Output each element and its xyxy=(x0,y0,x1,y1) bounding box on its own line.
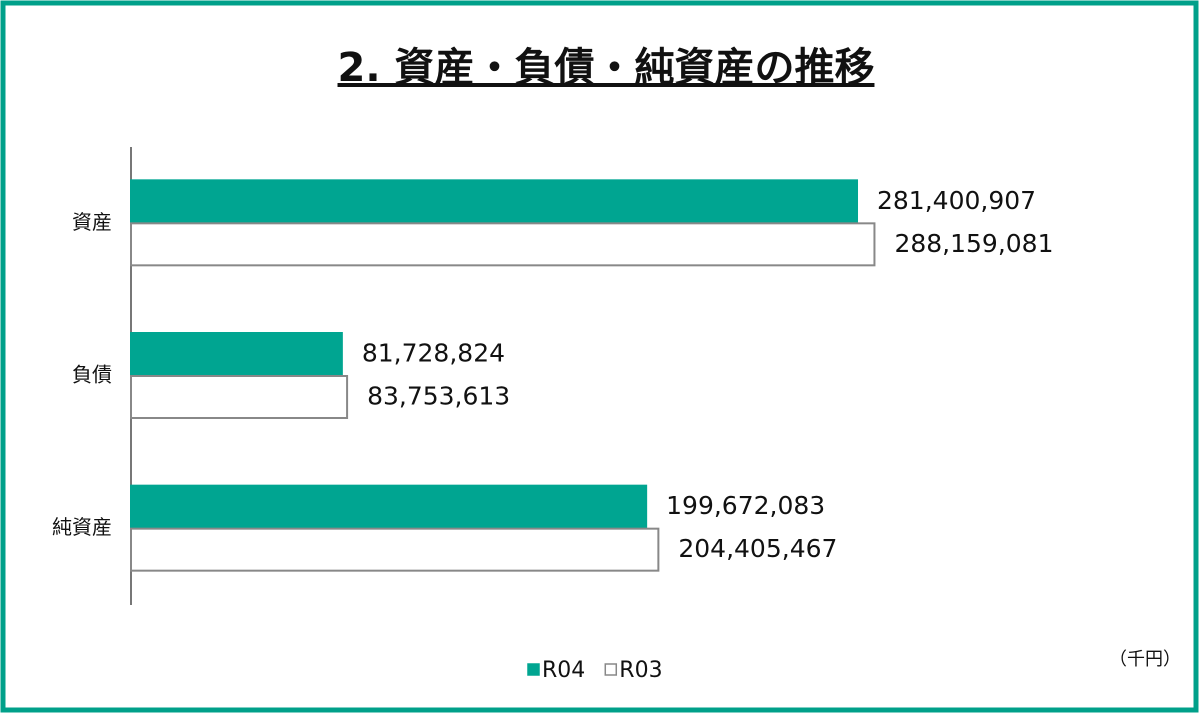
data-label: 83,753,613 xyxy=(367,382,510,411)
unit-label: （千円） xyxy=(1109,649,1181,670)
data-label: 288,159,081 xyxy=(894,229,1053,258)
chart-title: 2. 資産・負債・純資産の推移 xyxy=(338,45,875,91)
data-label: 81,728,824 xyxy=(362,339,505,368)
y-tick-label: 負債 xyxy=(72,363,112,387)
bar xyxy=(130,527,660,572)
legend-marker xyxy=(604,663,618,676)
y-tick-label: 純資産 xyxy=(52,515,112,539)
bar xyxy=(130,179,859,224)
bar xyxy=(130,484,648,529)
y-tick-label: 資産 xyxy=(72,210,112,234)
legend-label: R04 xyxy=(542,658,585,683)
legend-label: R03 xyxy=(619,658,662,683)
data-label: 199,672,083 xyxy=(666,491,825,520)
legend-marker xyxy=(527,663,540,676)
data-label: 204,405,467 xyxy=(678,534,837,563)
bar xyxy=(130,222,876,267)
data-label: 281,400,907 xyxy=(877,186,1036,215)
bar xyxy=(130,375,349,419)
bar xyxy=(130,332,343,376)
